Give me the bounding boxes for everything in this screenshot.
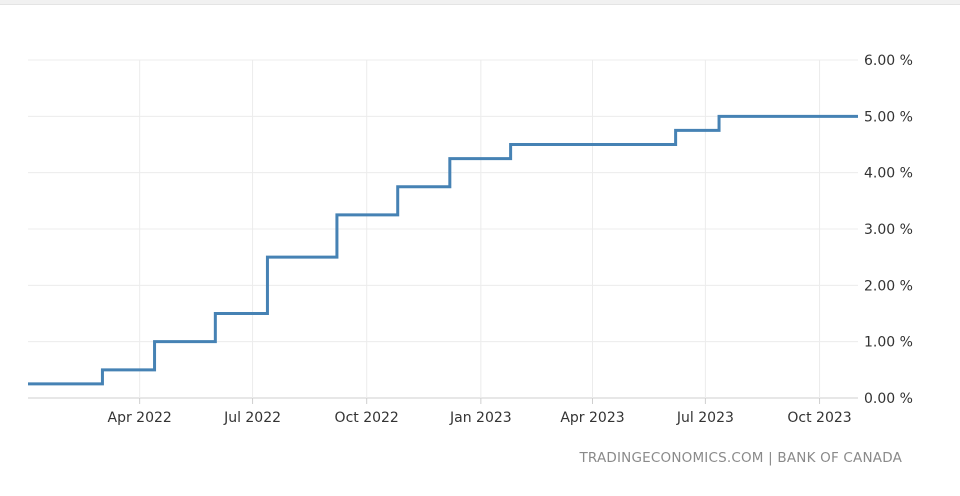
y-axis-labels: 0.00 % 1.00 % 2.00 % 3.00 % 4.00 % 5.00 % 6.00… <box>864 53 913 407</box>
grid <box>28 59 858 404</box>
x-tick-label: Oct 2023 <box>787 410 851 426</box>
x-tick-label: Jul 2022 <box>223 410 281 426</box>
y-tick-label: 1.00 % <box>864 335 913 351</box>
source-credit: TRADINGECONOMICS.COM | BANK OF CANADA <box>579 450 902 466</box>
x-tick-label: Jan 2023 <box>449 410 512 426</box>
y-tick-label: 4.00 % <box>864 166 913 182</box>
y-tick-label: 0.00 % <box>864 391 913 407</box>
x-tick-label: Apr 2023 <box>560 410 624 426</box>
top-border <box>0 0 960 5</box>
series-line <box>28 114 858 386</box>
x-tick-label: Jul 2023 <box>676 410 734 426</box>
x-axis-labels: Apr 2022 Jul 2022 Oct 2022 Jan 2023 Apr 2023… <box>108 410 852 426</box>
x-tick-label: Apr 2022 <box>108 410 172 426</box>
y-tick-label: 6.00 % <box>864 53 913 69</box>
y-tick-label: 3.00 % <box>864 222 913 238</box>
y-tick-label: 5.00 % <box>864 109 913 125</box>
x-tick-label: Oct 2022 <box>335 410 399 426</box>
y-tick-label: 2.00 % <box>864 278 913 294</box>
